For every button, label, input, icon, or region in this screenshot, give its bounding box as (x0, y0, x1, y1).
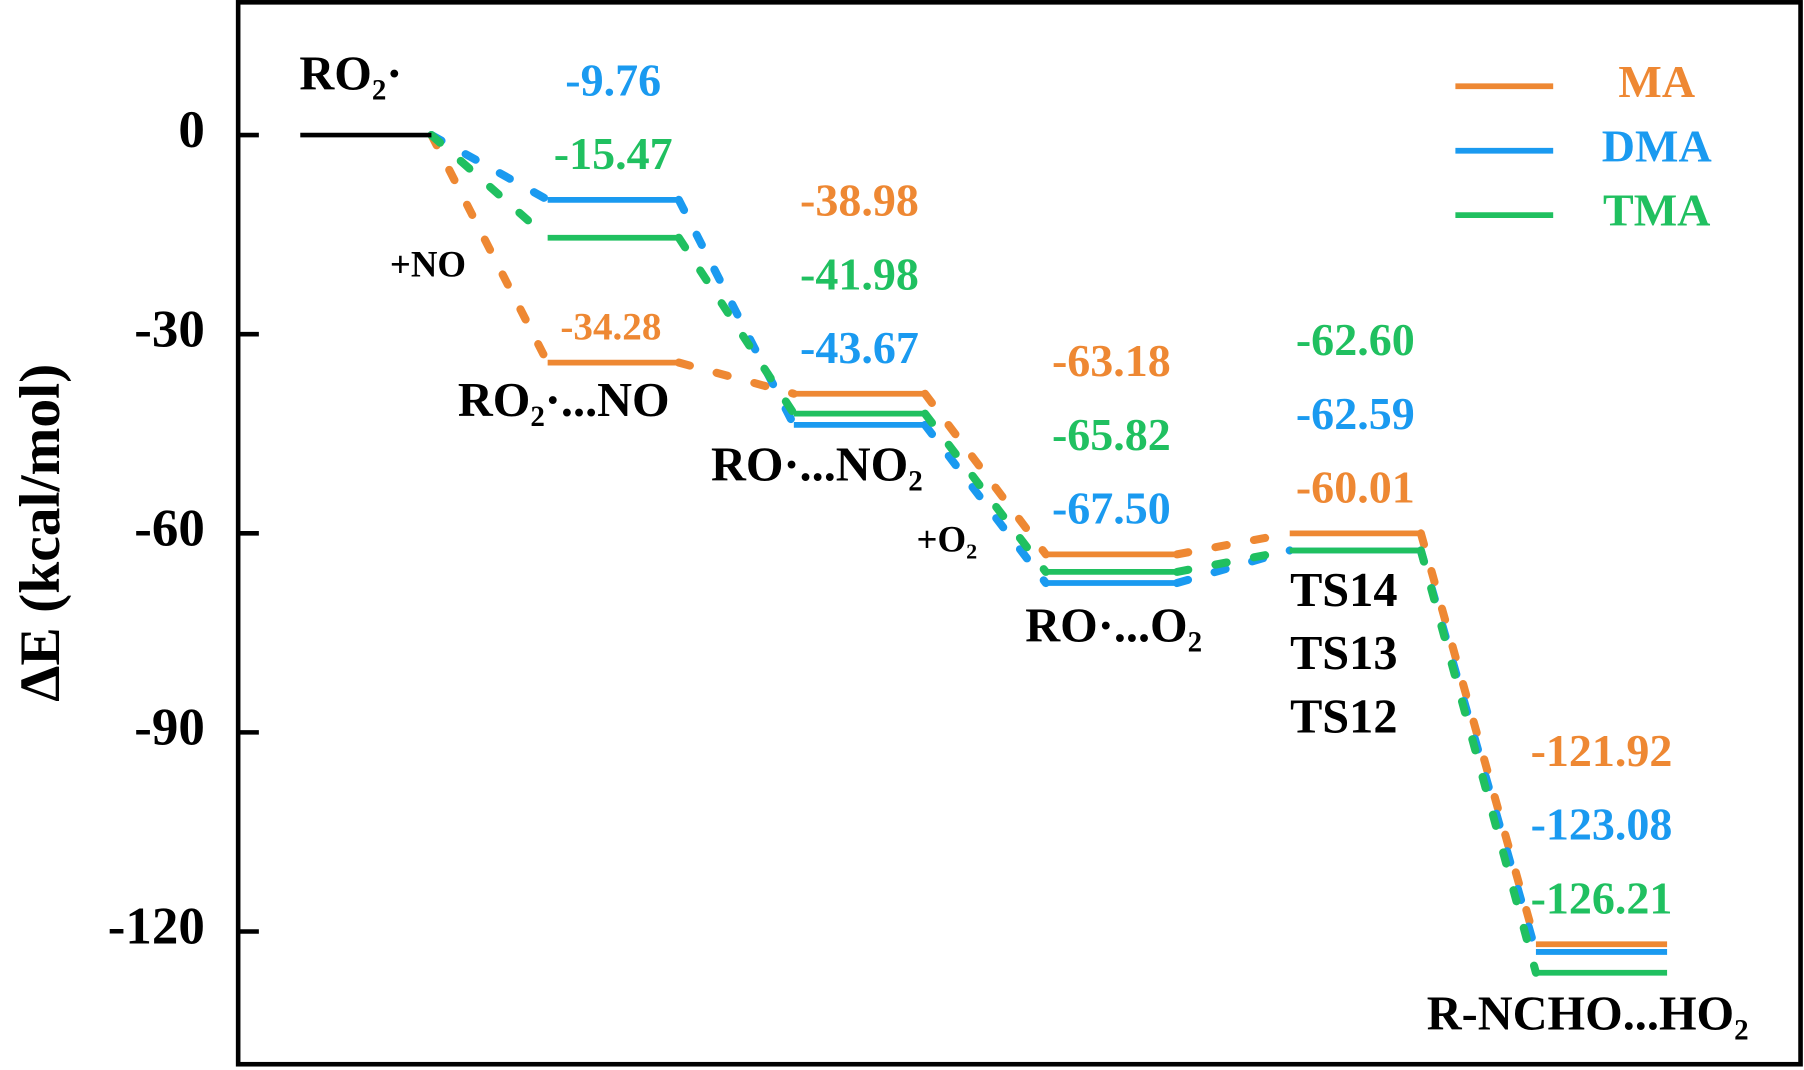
connector (1172, 546, 1294, 576)
value-label: -60.01 (1296, 461, 1415, 512)
connector (920, 389, 1050, 559)
connector (1416, 546, 1540, 977)
value-label: -43.67 (800, 322, 919, 373)
value-label: -15.47 (554, 128, 673, 179)
connector (674, 195, 798, 429)
legend-label: TMA (1603, 185, 1710, 236)
y-axis-label: ΔE (kcal/mol) (9, 364, 72, 702)
connector (920, 409, 1050, 576)
value-label: -65.82 (1052, 409, 1171, 460)
y-tick-label: -90 (134, 699, 205, 757)
connector (920, 420, 1050, 588)
value-label: -121.92 (1531, 725, 1673, 776)
state-label: RO₂·...NO (458, 374, 670, 427)
ts-label: TS12 (1290, 690, 1397, 743)
annotation: +O₂ (917, 519, 978, 560)
value-label: -123.08 (1531, 799, 1673, 850)
value-label: -41.98 (800, 248, 919, 299)
connector (1172, 529, 1294, 559)
y-tick-label: -120 (108, 898, 205, 956)
connector (674, 233, 798, 418)
value-label: -67.50 (1052, 483, 1171, 534)
value-label: -126.21 (1531, 872, 1673, 923)
value-label: -9.76 (565, 54, 661, 105)
y-tick-label: -30 (134, 300, 205, 358)
state-label: RO₂· (299, 47, 402, 100)
connector (1416, 529, 1540, 949)
connector (427, 131, 552, 242)
state-label: R-NCHO...HO₂ (1427, 987, 1749, 1040)
value-label: -63.18 (1052, 335, 1171, 386)
value-label: -62.59 (1296, 388, 1415, 439)
state-label: RO·...O₂ (1025, 600, 1202, 653)
legend-label: MA (1618, 56, 1695, 107)
legend-label: DMA (1602, 120, 1712, 171)
annotation: +NO (390, 244, 466, 285)
value-label: -34.28 (560, 305, 661, 348)
ts-label: TS13 (1290, 627, 1397, 680)
connector (1172, 546, 1294, 588)
y-tick-label: -60 (134, 499, 205, 557)
y-tick-label: 0 (178, 101, 204, 159)
connector (427, 131, 552, 367)
value-label: -62.60 (1296, 314, 1415, 365)
ts-label: TS14 (1290, 564, 1397, 617)
connector (674, 358, 798, 398)
value-label: -38.98 (800, 175, 919, 226)
state-label: RO·...NO₂ (711, 439, 923, 492)
